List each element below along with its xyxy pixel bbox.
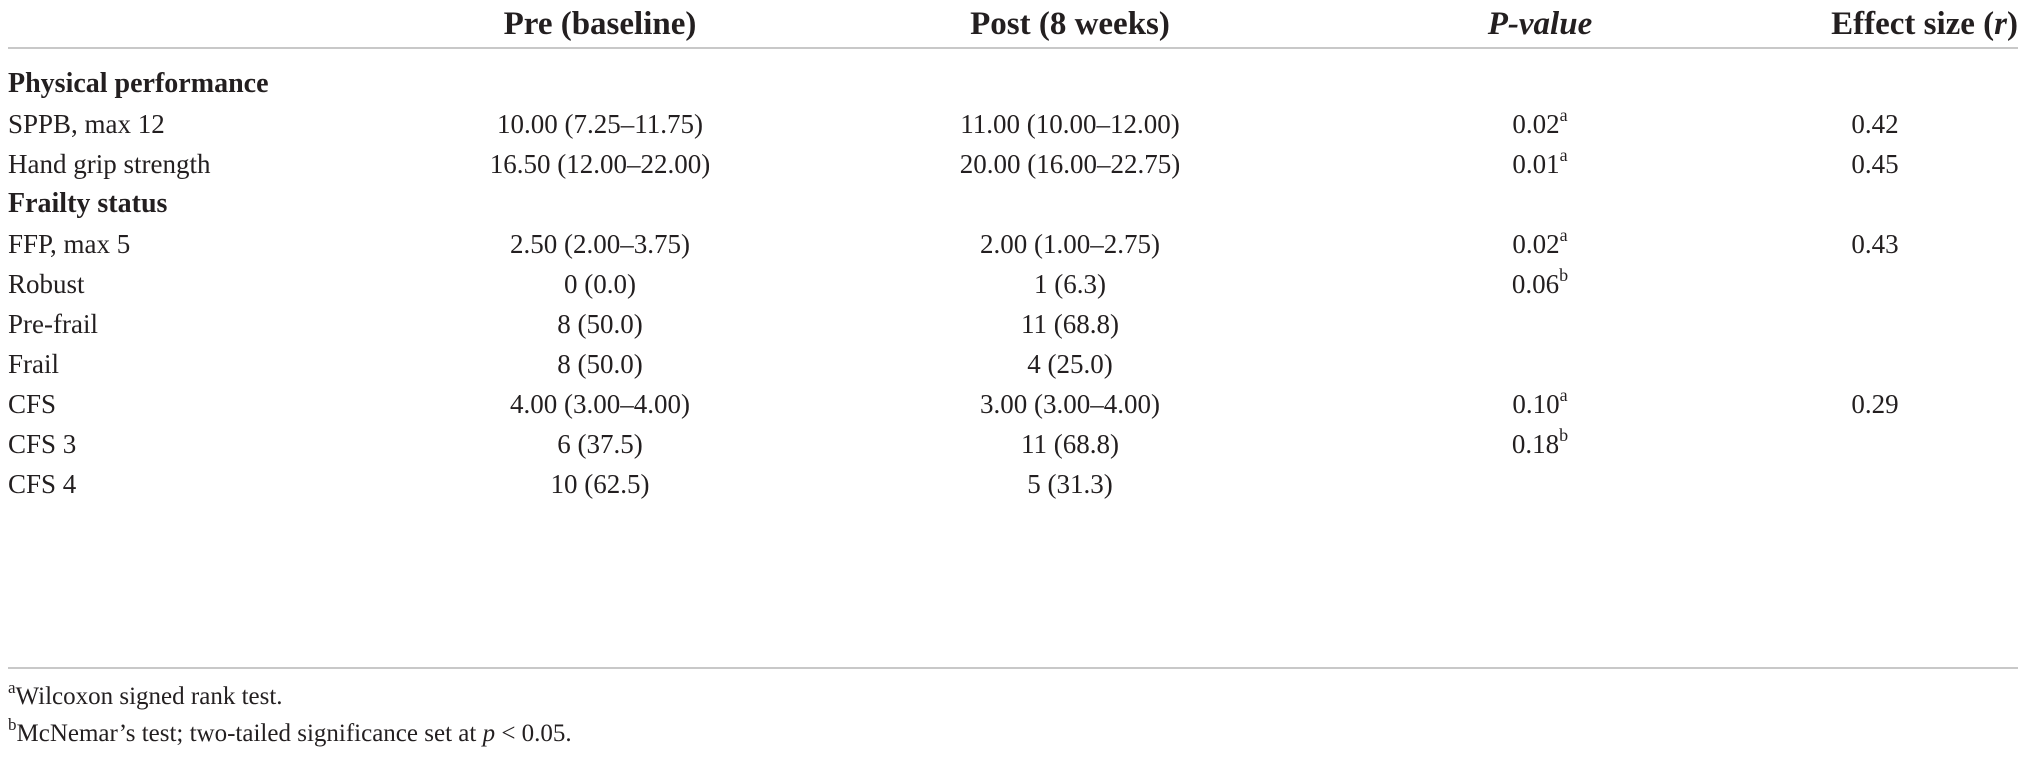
row-pre: 8 (50.0) [557, 349, 643, 379]
row-p-value: 0.02a [1512, 225, 1568, 259]
row-post: 11.00 (10.00–12.00) [960, 109, 1180, 139]
table-row: CFS 4.00 (3.00–4.00) 3.00 (3.00–4.00) 0.… [0, 378, 2022, 430]
row-post: 3.00 (3.00–4.00) [980, 389, 1160, 419]
row-p-value: 0.06b [1511, 265, 1569, 299]
table-row: Hand grip strength 16.50 (12.00–22.00) 2… [0, 138, 2022, 190]
section-title: Frailty status [8, 188, 168, 219]
row-effect-size [1740, 458, 2010, 510]
header-p-value: P-value [1487, 6, 1593, 42]
row-label: Pre-frail [8, 309, 98, 339]
row-p-value: 0.18b [1511, 425, 1569, 459]
row-pre: 0 (0.0) [564, 269, 636, 299]
table-row: CFS 4 10 (62.5) 5 (31.3) [0, 458, 2022, 510]
row-label: CFS 4 [8, 469, 77, 499]
row-pre: 10.00 (7.25–11.75) [497, 109, 703, 139]
row-p-value: 0.10a [1512, 385, 1568, 419]
row-pre: 4.00 (3.00–4.00) [510, 389, 690, 419]
row-p-value [1360, 458, 1720, 510]
table-row: Robust 0 (0.0) 1 (6.3) 0.06b [0, 258, 2022, 310]
row-effect-size: 0.29 [1851, 389, 1899, 419]
table-row: Frail 8 (50.0) 4 (25.0) [0, 338, 2022, 390]
row-pre: 2.50 (2.00–3.75) [510, 229, 690, 259]
header-pre-baseline: Pre (baseline) [503, 6, 697, 42]
row-post: 11 (68.8) [1021, 309, 1119, 339]
header-rule [8, 47, 2018, 49]
table-row: FFP, max 5 2.50 (2.00–3.75) 2.00 (1.00–2… [0, 218, 2022, 270]
row-label: FFP, max 5 [8, 229, 131, 259]
section-frailty-status: Frailty status [0, 178, 2022, 230]
row-pre: 16.50 (12.00–22.00) [489, 149, 711, 179]
row-label: Robust [8, 269, 85, 299]
table-row: Pre-frail 8 (50.0) 11 (68.8) [0, 298, 2022, 350]
section-physical-performance: Physical performance [0, 58, 2022, 110]
row-pre: 10 (62.5) [550, 469, 650, 499]
row-post: 11 (68.8) [1021, 429, 1119, 459]
row-post: 20.00 (16.00–22.75) [959, 149, 1181, 179]
row-post: 4 (25.0) [1027, 349, 1113, 379]
row-label: Hand grip strength [8, 149, 211, 179]
table-header: Pre (baseline) Post (8 weeks) P-value Ef… [0, 0, 2022, 52]
row-p-value: 0.01a [1512, 145, 1568, 179]
section-title: Physical performance [8, 68, 269, 99]
row-label: SPPB, max 12 [8, 109, 165, 139]
row-effect-size: 0.42 [1851, 109, 1899, 139]
footnote-a: aWilcoxon signed rank test. [8, 677, 283, 710]
row-effect-size: 0.45 [1851, 149, 1899, 179]
row-label: CFS 3 [8, 429, 77, 459]
row-label: CFS [8, 389, 57, 419]
row-effect-size: 0.43 [1851, 229, 1899, 259]
header-post-8-weeks: Post (8 weeks) [970, 6, 1170, 42]
table-row: SPPB, max 12 10.00 (7.25–11.75) 11.00 (1… [0, 98, 2022, 150]
row-pre: 6 (37.5) [557, 429, 643, 459]
row-post: 2.00 (1.00–2.75) [980, 229, 1160, 259]
header-effect-size: Effect size (r) [1831, 6, 2018, 42]
table-row: CFS 3 6 (37.5) 11 (68.8) 0.18b [0, 418, 2022, 470]
row-post: 5 (31.3) [1027, 469, 1113, 499]
row-label: Frail [8, 349, 59, 379]
footnote-b: bMcNemar’s test; two-tailed significance… [8, 714, 572, 747]
row-pre: 8 (50.0) [557, 309, 643, 339]
bottom-rule [8, 667, 2018, 669]
row-p-value: 0.02a [1512, 105, 1568, 139]
row-post: 1 (6.3) [1034, 269, 1106, 299]
